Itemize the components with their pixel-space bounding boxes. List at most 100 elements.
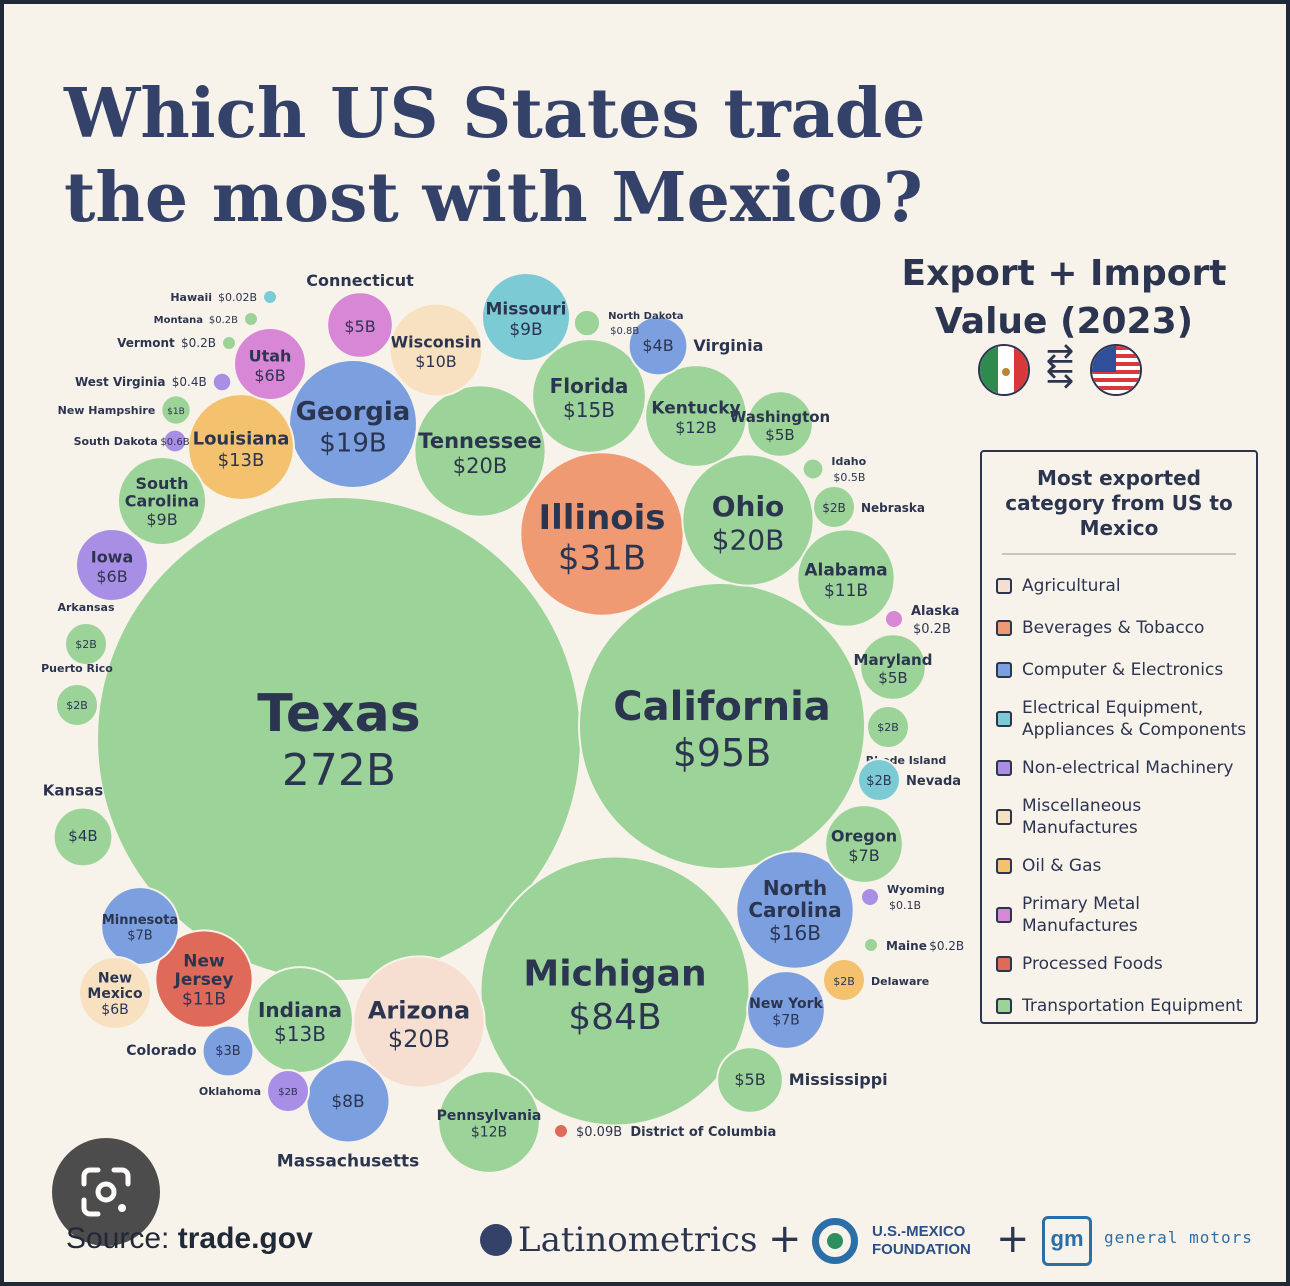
bubble-label-value: $8B	[331, 1092, 364, 1112]
bubble-label-state: Minnesota	[102, 913, 178, 928]
bubble-label-value: $0.2B	[913, 622, 951, 637]
bubble-label-state: Vermont	[117, 336, 175, 350]
bubble-label-value: $15B	[563, 398, 615, 422]
bubble-label-state: Kentucky	[651, 398, 740, 418]
legend: Most exported category from US to Mexico…	[980, 450, 1258, 1024]
bubble-north-carolina	[735, 850, 855, 970]
bubble-louisiana	[187, 393, 295, 501]
bubble-delaware	[822, 958, 866, 1002]
bubble-label-state: Montana	[154, 315, 203, 326]
bubble-nebraska	[812, 485, 856, 529]
bubble-label-state: Mississippi	[789, 1070, 888, 1089]
bubble-oklahoma	[266, 1069, 310, 1113]
plus-sign: +	[768, 1216, 802, 1262]
legend-label: Primary Metal Manufactures	[1022, 894, 1141, 936]
bubble-label-value: 272B	[282, 745, 396, 796]
gm-text: general motors	[1104, 1228, 1253, 1247]
bubble-north-dakota	[572, 308, 602, 338]
legend-item: Primary Metal Manufactures	[996, 887, 1248, 943]
bubble-label-value: $12B	[675, 418, 717, 437]
gm-logo: gm	[1042, 1216, 1092, 1266]
bubble-wisconsin	[388, 302, 484, 398]
legend-swatch	[996, 578, 1012, 594]
bubble-label-state: Massachusetts	[277, 1152, 419, 1172]
bubble-idaho	[801, 457, 825, 481]
bubble-label-value: $95B	[673, 731, 772, 775]
legend-swatch	[996, 956, 1012, 972]
bubble-michigan	[479, 855, 751, 1127]
bubble-label-value: Maine	[886, 939, 927, 953]
legend-item: Miscellaneous Manufactures	[996, 789, 1248, 845]
bubble-label-state: Missouri	[486, 299, 567, 319]
usmf-logo: U.S.-MEXICO FOUNDATION	[812, 1218, 971, 1264]
bubble-new-hampshire	[160, 394, 192, 426]
bubble-label-value: $0.8B	[610, 326, 639, 337]
usmf-line1: U.S.-MEXICO	[872, 1223, 966, 1240]
legend-item: Electrical Equipment, Appliances & Compo…	[996, 691, 1248, 747]
bubble-florida	[531, 338, 647, 454]
bubble-label-state: Colorado	[126, 1043, 197, 1059]
usa-flag-icon	[1090, 344, 1142, 396]
bubble-label-state: New	[183, 951, 225, 971]
latinometrics-logo: Latinometrics	[480, 1220, 757, 1260]
bubble-label-value: $0.2B	[209, 315, 238, 326]
legend-swatch	[996, 760, 1012, 776]
legend-item: Agricultural	[996, 565, 1248, 607]
bubble-label-value: $3B	[215, 1044, 240, 1059]
bubble-label-state: Alaska	[911, 604, 959, 619]
bubble-kentucky	[644, 364, 748, 468]
bubble-label-state: Kansas	[43, 782, 103, 800]
legend-title: Most exported category from US to Mexico	[1002, 466, 1236, 555]
bubble-label-value: $9B	[509, 320, 542, 340]
legend-item: Oil & Gas	[996, 845, 1248, 887]
bubble-label-state: Louisiana	[193, 428, 290, 449]
bubble-label-value: $6B	[96, 567, 127, 586]
bubble-label-state: Utah	[249, 347, 292, 366]
legend-label: Electrical Equipment, Appliances & Compo…	[1022, 698, 1247, 740]
latinometrics-text: Latinometrics	[518, 1220, 758, 1260]
bubble-ohio	[681, 453, 815, 587]
bubble-label-state: Oregon	[831, 827, 897, 846]
bubble-label-state: Michigan	[523, 954, 706, 995]
bubble-maryland	[859, 633, 927, 701]
bubble-label-value: $31B	[558, 539, 646, 579]
legend-swatch	[996, 998, 1012, 1014]
bubble-wyoming	[860, 887, 880, 907]
legend-label: Beverages & Tobacco	[1022, 618, 1205, 638]
bubble-label-value: $19B	[319, 428, 386, 458]
bubble-district-of-columbia	[553, 1123, 569, 1139]
google-lens-icon[interactable]	[52, 1138, 160, 1246]
legend-label: Miscellaneous Manufactures	[1022, 796, 1142, 838]
bubble-label-value: $5B	[734, 1070, 765, 1089]
bubble-label-value: $5B	[878, 669, 907, 687]
bubble-label-value: $20B	[388, 1025, 450, 1053]
legend-swatch	[996, 662, 1012, 678]
bubble-virginia	[627, 315, 689, 377]
bubble-label-state: North	[763, 876, 827, 900]
bubble-label-state: Idaho	[831, 455, 866, 468]
bubble-label-value: $7B	[848, 846, 879, 865]
legend-label: Oil & Gas	[1022, 856, 1102, 876]
bubble-vermont	[221, 335, 237, 351]
bubble-label-value: $10B	[415, 352, 457, 371]
legend-label: Non-electrical Machinery	[1022, 758, 1234, 778]
bubble-label-state: District of Columbia	[630, 1125, 776, 1140]
bubble-washington	[746, 390, 814, 458]
source-value: trade.gov	[177, 1222, 313, 1255]
legend-label: Transportation Equipment	[1022, 996, 1243, 1016]
bubble-california	[577, 581, 867, 871]
bubble-montana	[243, 311, 259, 327]
bubble-label-state: Nevada	[906, 774, 961, 789]
bubble-label-value: $20B	[453, 454, 508, 478]
usmf-circle-icon	[812, 1218, 858, 1264]
legend-label: Agricultural	[1022, 576, 1121, 596]
globe-icon	[480, 1224, 512, 1256]
bubble-maine	[863, 937, 879, 953]
legend-item: Computer & Electronics	[996, 649, 1248, 691]
legend-item: Transportation Equipment	[996, 985, 1248, 1027]
bubble-label-state: Maryland	[854, 651, 933, 669]
bubble-label-state: Arkansas	[57, 601, 114, 614]
legend-swatch	[996, 858, 1012, 874]
bubble-label-value: $9B	[146, 510, 177, 529]
bubble-label-value: $13B	[274, 1022, 326, 1046]
